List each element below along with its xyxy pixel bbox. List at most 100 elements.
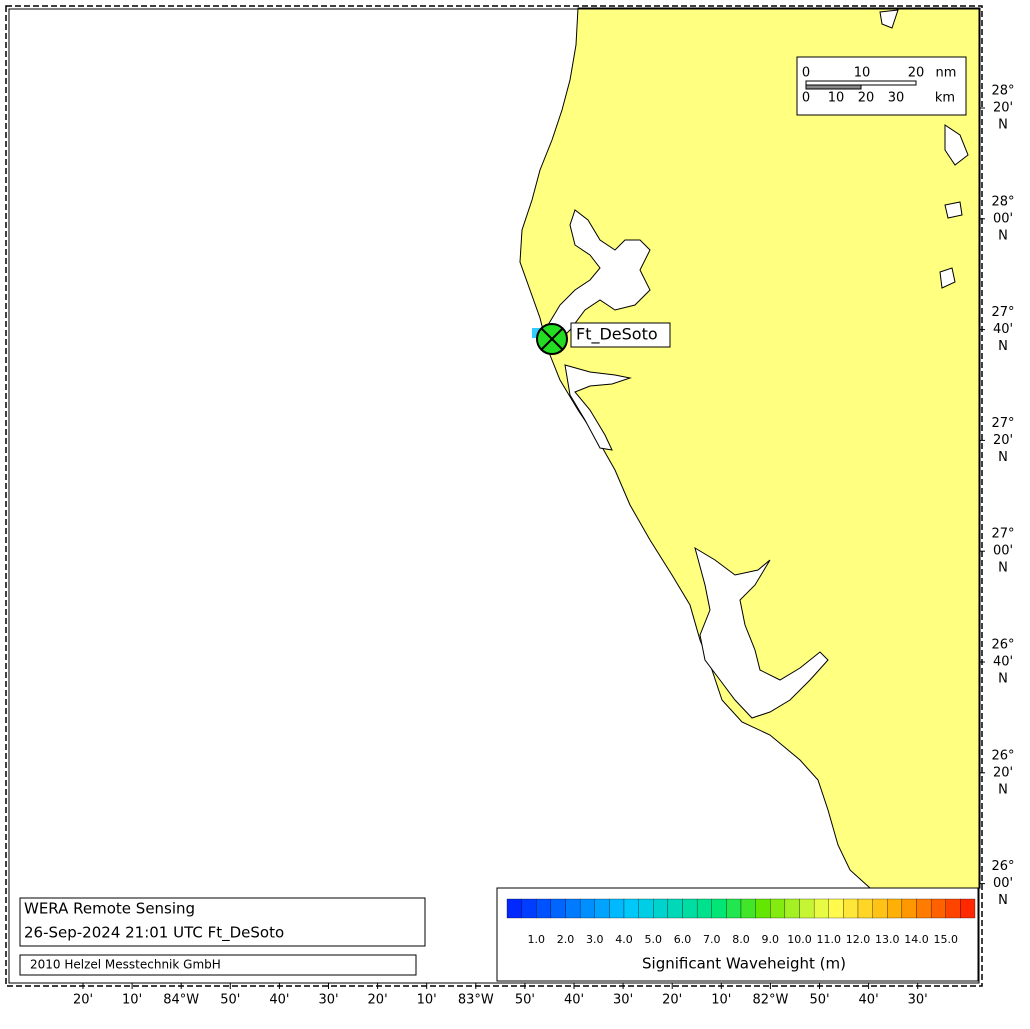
colorbar-cell [813,898,829,919]
credit: 2010 Helzel Messtechnik GmbH [30,958,221,972]
lat-label: N [998,339,1008,354]
lake [944,124,969,166]
lon-label: 20' [368,993,388,1008]
land [519,7,981,889]
scale-label: 30 [888,91,905,106]
lake [939,267,956,289]
colorbar-cell [828,898,844,919]
lat-label: N [998,450,1008,465]
scale-label: nm [936,66,957,81]
colorbar-cell [784,898,800,919]
colorbar-cell [799,898,815,919]
station-label[interactable]: Ft_DeSoto [576,325,658,345]
colorbar-cell [857,898,873,919]
scale-label: 0 [802,66,810,81]
colorbar-cell [901,898,917,919]
colorbar-label: 2.0 [557,933,575,946]
lon-label: 50' [809,993,829,1008]
scale-bar-nm [805,80,917,86]
scale-label: km [935,91,955,106]
lon-label: 82°W [752,993,788,1008]
lat-label: 28° [991,194,1014,209]
colorbar-cell [887,898,903,919]
colorbar-label: 13.0 [875,933,900,946]
lat-label: 20' [993,101,1013,116]
colorbar-label: 8.0 [732,933,750,946]
colorbar-cell [843,898,859,919]
scale-label: 10 [854,66,871,81]
colorbar-label: 5.0 [645,933,663,946]
lat-label: 40' [993,322,1013,337]
lon-label: 40' [564,993,584,1008]
colorbar-cell [536,898,552,919]
lat-label: 26° [991,638,1014,653]
lon-label: 30' [318,993,338,1008]
info-timestamp: 26-Sep-2024 21:01 UTC Ft_DeSoto [24,924,284,943]
map-frame [5,5,983,987]
info-title: WERA Remote Sensing [24,900,195,918]
info-box [19,897,426,947]
lon-label: 40' [859,993,879,1008]
colorbar-label: 3.0 [586,933,604,946]
lat-label: 20' [993,433,1013,448]
colorbar-cell [872,898,888,919]
scale-label: 20 [908,66,925,81]
colorbar-label: 7.0 [703,933,721,946]
lat-label: N [998,672,1008,687]
colorbar-cell [726,898,742,919]
lat-label: N [998,782,1008,797]
scale-bar-km [805,84,862,90]
lat-label: 20' [993,765,1013,780]
colorbar-cell [755,898,771,919]
sarasota-bay [564,364,632,451]
colorbar-label: 6.0 [674,933,692,946]
lon-label: 10' [122,993,142,1008]
colorbar-cell [711,898,727,919]
lat-label: N [998,893,1008,908]
scale-label: 0 [802,91,810,106]
lat-label: 00' [993,876,1013,891]
colorbar-cell [638,898,654,919]
colorbar-cell [550,898,566,919]
colorbar-cell [770,898,786,919]
lat-label: 00' [993,544,1013,559]
lon-label: 30' [908,993,928,1008]
colorbar-cell [623,898,639,919]
tampa-bay [547,209,651,341]
lat-label: 26° [991,748,1014,763]
colorbar-cell [916,898,932,919]
colorbar-label: 9.0 [762,933,780,946]
lon-label: 84°W [163,993,199,1008]
wave-cell [532,328,540,338]
lon-label: 10' [417,993,437,1008]
colorbar-cell [521,898,537,919]
colorbar-cell [682,898,698,919]
colorbar-cell [740,898,756,919]
colorbar-cell [667,898,683,919]
lat-label: 27° [991,527,1014,542]
lat-label: 28° [991,84,1014,99]
colorbar-label: 10.0 [787,933,812,946]
lat-label: N [998,118,1008,133]
colorbar-cell [506,898,522,919]
lat-label: 40' [993,655,1013,670]
lat-label: N [998,561,1008,576]
colorbar-label: 12.0 [846,933,871,946]
credit-box [19,954,417,976]
colorbar-cell [930,898,946,919]
map-border [8,8,980,984]
lake [879,9,899,29]
lat-label: 26° [991,859,1014,874]
lon-label: 20' [73,993,93,1008]
lat-label: 00' [993,211,1013,226]
lon-label: 30' [613,993,633,1008]
lon-label: 83°W [458,993,494,1008]
colorbar-label: 4.0 [615,933,633,946]
charlotte-harbor [694,546,829,719]
colorbar-title: Significant Waveheight (m) [642,955,846,973]
colorbar-cell [945,898,961,919]
colorbar-cell [609,898,625,919]
lon-label: 50' [515,993,535,1008]
colorbar-cell [579,898,595,919]
